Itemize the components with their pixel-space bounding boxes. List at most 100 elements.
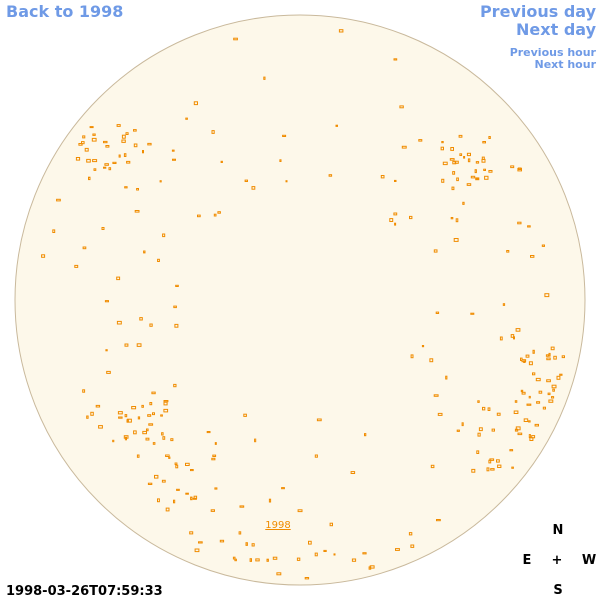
contour — [488, 136, 491, 139]
contour — [453, 238, 459, 242]
contour — [350, 471, 356, 475]
contour — [527, 225, 531, 228]
contour — [452, 160, 457, 165]
contour — [148, 423, 154, 426]
contour — [106, 370, 111, 374]
solar-disk — [14, 14, 586, 586]
contour — [362, 552, 367, 555]
contour — [232, 556, 236, 560]
contour — [173, 499, 176, 504]
contour — [251, 186, 256, 190]
contour — [451, 186, 455, 191]
contour — [430, 464, 435, 469]
contour — [243, 413, 247, 417]
contour — [437, 412, 443, 416]
contour — [165, 507, 170, 512]
contour — [272, 556, 278, 560]
contour — [89, 126, 94, 129]
contour — [520, 389, 524, 393]
contour — [234, 558, 237, 562]
contour — [190, 469, 194, 472]
contour — [245, 542, 248, 546]
next-day-link[interactable]: Next day — [516, 20, 597, 39]
contour — [528, 395, 531, 399]
contour — [515, 426, 521, 431]
contour — [92, 133, 96, 136]
contour — [338, 29, 344, 33]
contour — [121, 139, 126, 143]
contour — [544, 293, 550, 298]
contour — [161, 432, 164, 436]
contour — [276, 572, 282, 576]
contour — [104, 163, 109, 166]
contour — [125, 132, 129, 135]
contour — [440, 146, 445, 151]
contour — [233, 37, 238, 41]
contour — [212, 454, 217, 458]
contour — [41, 254, 46, 258]
contour — [121, 134, 126, 139]
year-label[interactable]: 1998 — [265, 520, 290, 531]
previous-hour-link[interactable]: Previous hour — [510, 46, 597, 59]
contour — [75, 157, 81, 161]
contour — [408, 532, 413, 536]
contour — [78, 143, 83, 146]
contour — [124, 186, 128, 189]
contour — [548, 352, 551, 357]
contour — [185, 462, 190, 466]
contour — [136, 343, 142, 347]
contour — [185, 117, 188, 120]
contour — [545, 354, 549, 357]
contour — [126, 160, 131, 164]
contour — [157, 258, 160, 262]
contour — [173, 305, 177, 309]
contour — [93, 168, 97, 171]
contour — [136, 454, 140, 458]
contour — [389, 218, 394, 223]
contour — [174, 323, 179, 328]
contour — [482, 406, 486, 411]
contour — [476, 450, 480, 454]
contour — [90, 411, 94, 416]
contour — [154, 474, 159, 479]
contour — [297, 509, 303, 513]
compass-east: E — [523, 553, 532, 568]
contour — [553, 355, 557, 360]
contour — [149, 402, 153, 406]
contour — [368, 566, 372, 570]
contour — [475, 177, 480, 181]
previous-day-link[interactable]: Previous day — [480, 2, 597, 21]
contour — [193, 495, 198, 500]
contour — [433, 249, 438, 253]
contour — [105, 145, 110, 148]
contour — [98, 425, 103, 429]
contour — [173, 383, 177, 388]
contour — [123, 153, 127, 157]
contour — [142, 150, 144, 154]
contour — [470, 312, 475, 315]
contour — [418, 139, 423, 142]
contour — [442, 161, 448, 166]
contour — [172, 158, 176, 161]
next-hour-link[interactable]: Next hour — [535, 58, 597, 71]
contour — [219, 539, 225, 543]
contour — [335, 124, 338, 127]
back-link[interactable]: Back to 1998 — [6, 2, 123, 21]
contour — [559, 373, 563, 376]
contour — [477, 432, 481, 437]
contour — [455, 218, 459, 223]
contour — [393, 212, 398, 216]
contour — [518, 167, 522, 170]
contour — [165, 454, 170, 457]
contour — [116, 124, 121, 127]
contours — [41, 29, 566, 580]
contour — [211, 457, 216, 461]
contour — [489, 458, 495, 461]
contour — [351, 558, 357, 562]
contour — [213, 213, 217, 217]
contour — [145, 437, 150, 441]
contour — [126, 419, 129, 423]
contour — [526, 403, 532, 406]
contour — [548, 399, 554, 403]
